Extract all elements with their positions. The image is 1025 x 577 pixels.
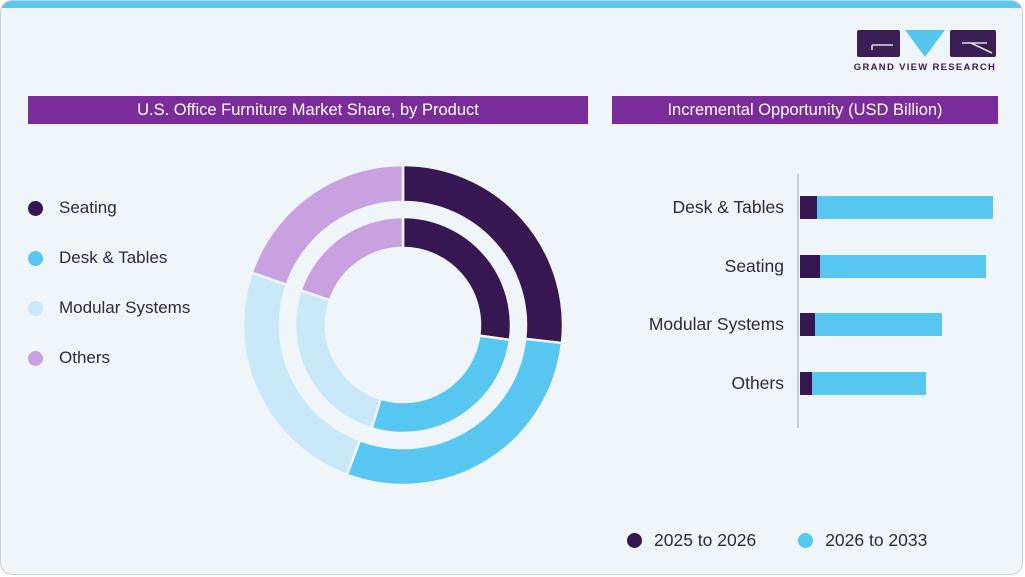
legend-label: Desk & Tables [59, 248, 168, 267]
top-accent-strip [1, 1, 1022, 8]
donut-legend-item-2: Modular Systems [28, 297, 190, 319]
legend-dot-icon [28, 250, 43, 266]
left-chart-title: U.S. Office Furniture Market Share, by P… [28, 96, 588, 124]
legend-label: Others [59, 348, 111, 367]
donut-outer-segment-others [250, 164, 405, 287]
gvr-logo-mark [857, 30, 996, 57]
bar-category-label: Modular Systems [648, 314, 784, 334]
legend-dot-icon [28, 200, 43, 216]
bar-legend: 2025 to 2026 2026 to 2033 [627, 529, 927, 551]
bar-category-label: Seating [724, 255, 784, 276]
bar-row [800, 313, 942, 336]
bar-axis-line [797, 174, 799, 428]
donut-legend-item-3: Others [28, 347, 190, 369]
legend-dot-icon [28, 300, 43, 316]
gvr-logo: GRAND VIEW RESEARCH [849, 28, 1001, 74]
bar-legend-item-0: 2025 to 2026 [627, 529, 756, 551]
bar-row [800, 371, 927, 395]
legend-label: Modular Systems [59, 298, 191, 317]
bar-segment [800, 196, 818, 219]
legend-dot-icon [798, 532, 814, 548]
donut-legend-item-0: Seating [28, 197, 190, 219]
bar-legend-item-1: 2026 to 2033 [798, 529, 927, 551]
donut-chart [242, 164, 564, 486]
legend-dot-icon [627, 532, 642, 548]
bar-segment [811, 371, 927, 395]
donut-legend-item-1: Desk & Tables [28, 247, 190, 269]
bar-category-label: Others [731, 372, 784, 393]
bar-segment [800, 254, 820, 278]
bar-row [800, 196, 994, 219]
donut-legend: Seating Desk & Tables Modular Systems Other… [28, 197, 190, 369]
bar-segment [819, 254, 987, 278]
legend-label: 2025 to 2026 [654, 529, 757, 550]
bar-segment [800, 313, 815, 336]
legend-label: 2026 to 2033 [825, 529, 928, 550]
bar-segment [814, 313, 942, 336]
bar-row [800, 254, 987, 278]
right-chart-title: Incremental Opportunity (USD Billion) [612, 96, 998, 124]
bar-segment [817, 196, 994, 219]
brand-name: GRAND VIEW RESEARCH [853, 62, 997, 73]
bar-segment [800, 371, 812, 395]
legend-dot-icon [28, 350, 43, 366]
bar-category-label: Desk & Tables [672, 197, 784, 217]
legend-label: Seating [59, 198, 117, 217]
donut-inner-segment-others [299, 215, 405, 302]
